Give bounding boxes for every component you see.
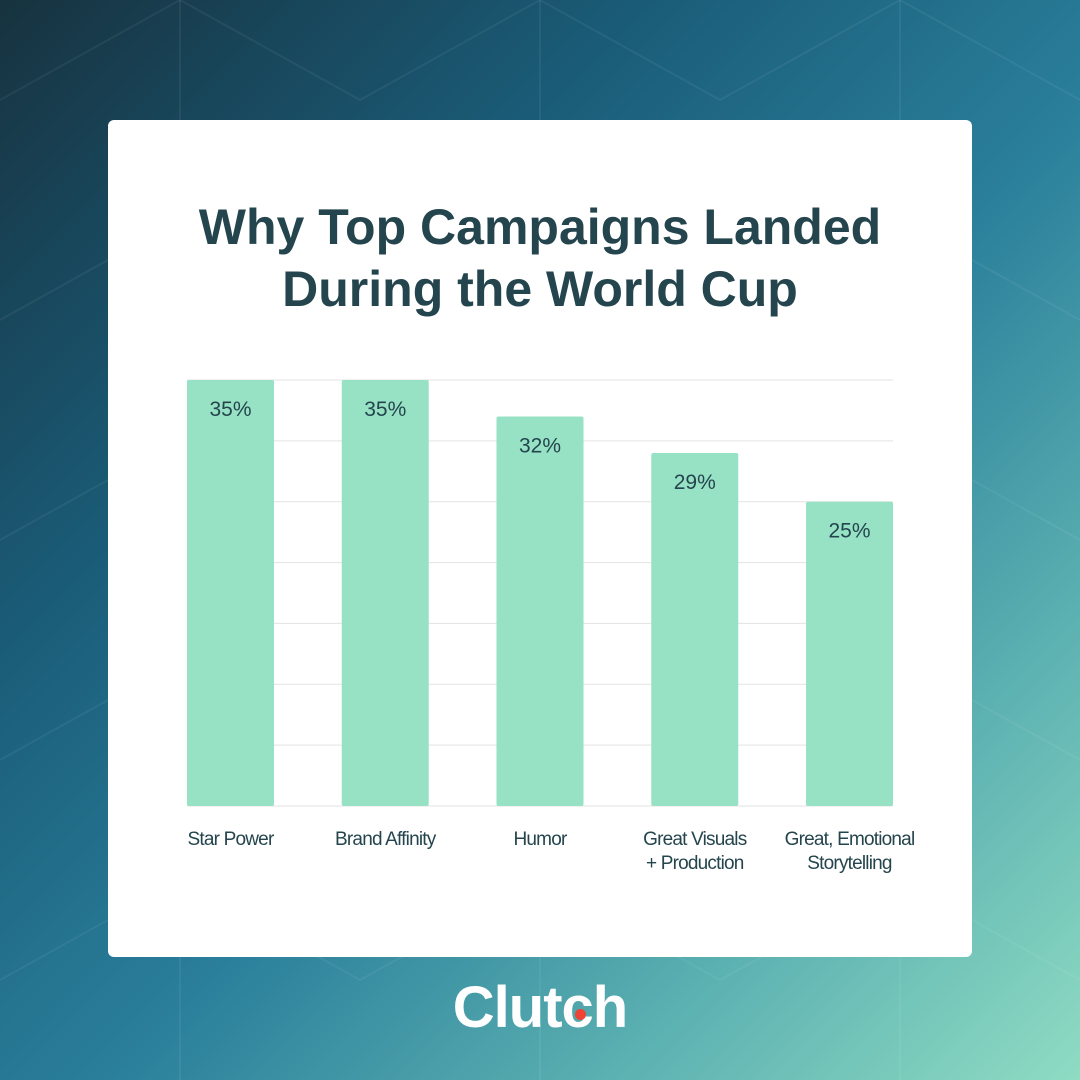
chart-title-line-1: Why Top Campaigns Landed [198, 199, 882, 255]
chart-title-line-2: During the World Cup [282, 261, 798, 317]
data-label: 35% [364, 398, 406, 421]
bar [651, 453, 739, 806]
bar [341, 380, 429, 806]
category-label: + Production [646, 853, 744, 874]
category-label: Storytelling [807, 853, 892, 874]
data-label: 25% [828, 520, 870, 543]
logo-dot-icon [575, 1009, 586, 1020]
category-label: Brand Affinity [335, 829, 437, 850]
bar [496, 416, 584, 806]
bar [806, 501, 893, 806]
chart-title: Why Top Campaigns Landed During the Worl… [0, 196, 1080, 320]
category-label: Humor [513, 829, 567, 850]
bar [187, 380, 274, 806]
data-label: 32% [519, 435, 561, 458]
category-label: Star Power [188, 829, 275, 850]
data-label: 29% [674, 471, 716, 494]
clutch-logo: Clutch [452, 975, 628, 1040]
category-label: Great Visuals [643, 829, 747, 850]
category-label: Great, Emotional [785, 829, 915, 850]
data-label: 35% [209, 398, 251, 421]
